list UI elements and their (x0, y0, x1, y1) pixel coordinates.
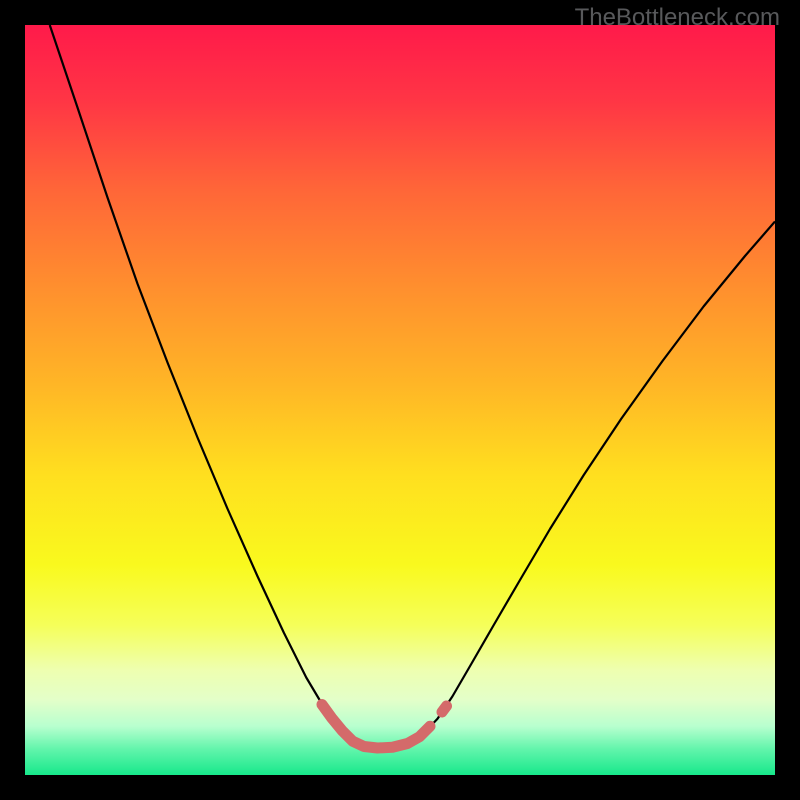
chart-svg (25, 25, 775, 775)
watermark-text: TheBottleneck.com (575, 4, 780, 32)
chart-plot-area (25, 25, 775, 775)
bottleneck-curve (50, 25, 775, 747)
optimal-range-marker (322, 705, 430, 749)
optimal-range-marker (442, 706, 447, 712)
